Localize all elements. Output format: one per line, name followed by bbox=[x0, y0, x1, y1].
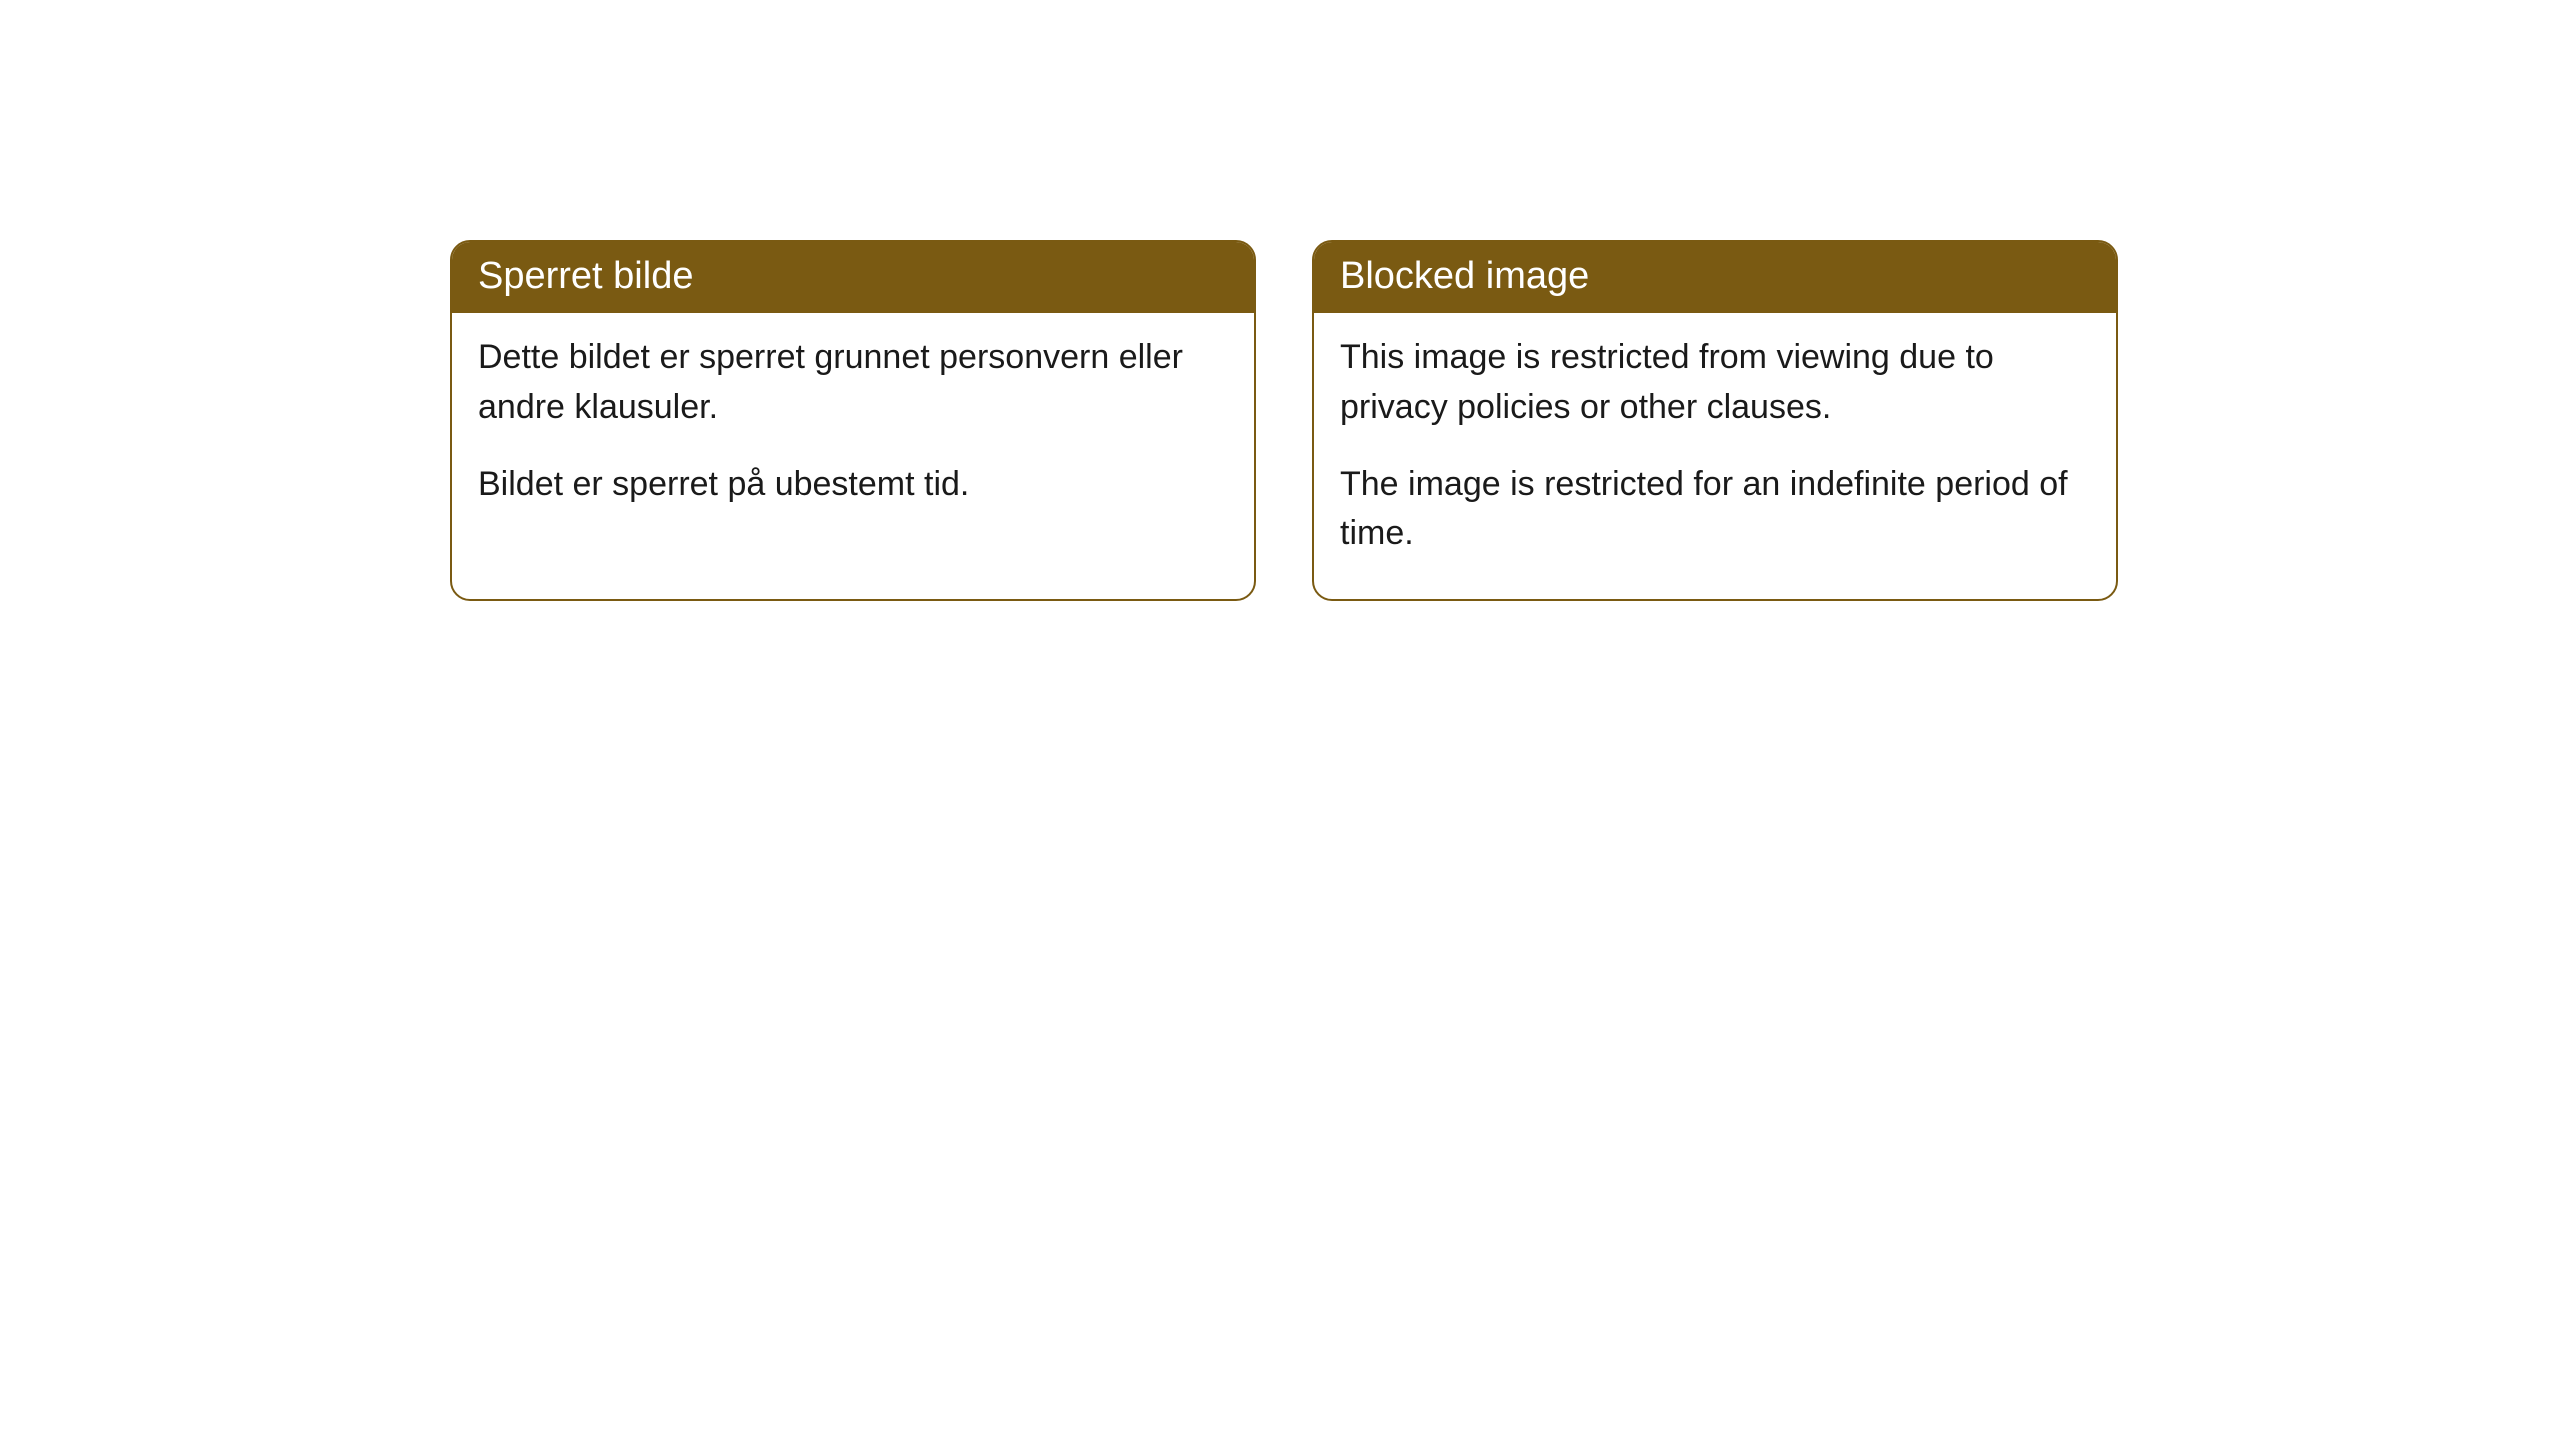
notice-paragraph: Dette bildet er sperret grunnet personve… bbox=[478, 333, 1228, 432]
notice-body: Dette bildet er sperret grunnet personve… bbox=[452, 313, 1254, 549]
notice-card-english: Blocked image This image is restricted f… bbox=[1312, 240, 2118, 601]
notice-body: This image is restricted from viewing du… bbox=[1314, 313, 2116, 598]
notice-container: Sperret bilde Dette bildet er sperret gr… bbox=[0, 0, 2560, 601]
notice-header: Sperret bilde bbox=[452, 242, 1254, 313]
notice-paragraph: Bildet er sperret på ubestemt tid. bbox=[478, 460, 1228, 509]
notice-paragraph: This image is restricted from viewing du… bbox=[1340, 333, 2090, 432]
notice-paragraph: The image is restricted for an indefinit… bbox=[1340, 460, 2090, 559]
notice-card-norwegian: Sperret bilde Dette bildet er sperret gr… bbox=[450, 240, 1256, 601]
notice-header: Blocked image bbox=[1314, 242, 2116, 313]
